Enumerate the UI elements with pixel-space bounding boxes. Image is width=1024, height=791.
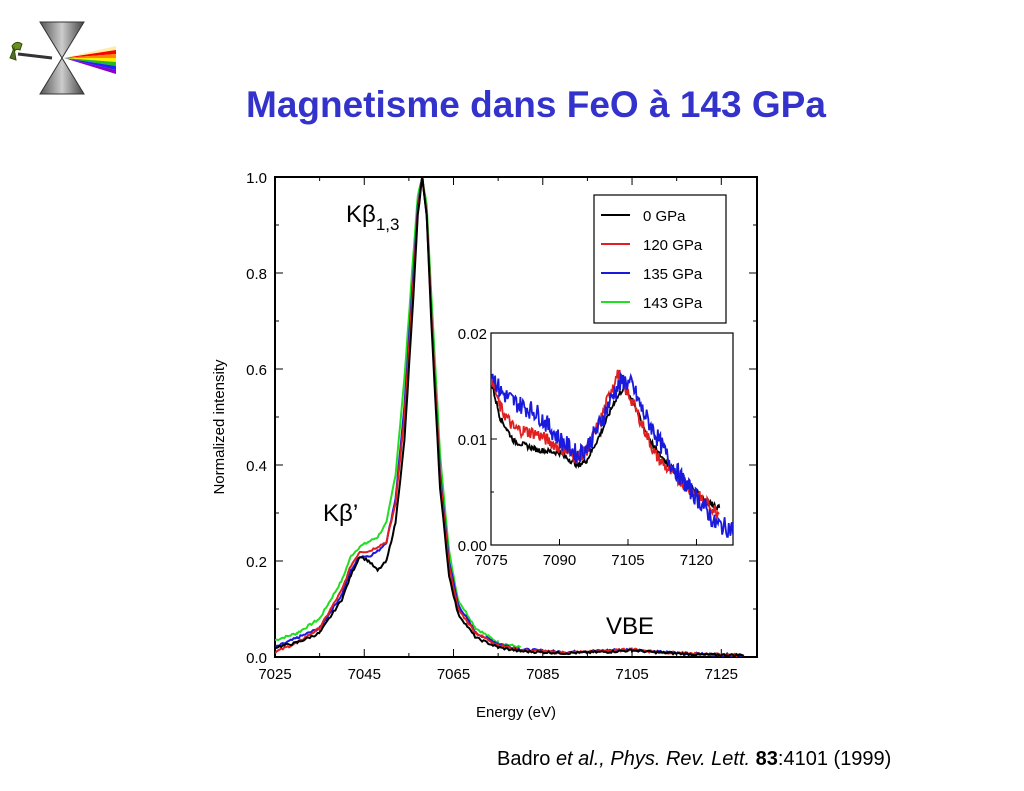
- citation-pages: :4101 (1999): [777, 748, 892, 770]
- legend: 0 GPa 120 GPa 135 GPa 143 GPa: [593, 194, 727, 324]
- x-tick-label: 7065: [437, 666, 470, 683]
- citation-volume: 83: [755, 748, 778, 770]
- citation-author: Badro: [497, 748, 551, 770]
- annotations: Kβ1,3 Kβ’ VBE: [323, 201, 654, 640]
- inset-plot-area: 0.00 0.01 0.02 7075 7090 7105 7120: [458, 326, 734, 569]
- citation: Badro et al., Phys. Rev. Lett. 83:4101 (…: [497, 748, 891, 771]
- y-tick-label: 0.2: [246, 554, 267, 571]
- legend-label: 143 GPa: [643, 295, 703, 312]
- x-tick-label: 7025: [258, 666, 291, 683]
- x-axis-label: Energy (eV): [476, 704, 556, 721]
- kbeta-prime-annotation: Kβ’: [323, 500, 358, 527]
- legend-label: 120 GPa: [643, 237, 703, 254]
- inset-y-tick-label: 0.01: [458, 432, 487, 449]
- inset-x-tick-label: 7120: [680, 552, 713, 569]
- x-tick-label: 7085: [526, 666, 559, 683]
- y-tick-label: 0.8: [246, 266, 267, 283]
- legend-label: 0 GPa: [643, 208, 686, 225]
- inset-x-tick-label: 7105: [611, 552, 644, 569]
- inset-x-tick-label: 7090: [543, 552, 576, 569]
- kbeta13-annotation: Kβ1,3: [346, 201, 399, 234]
- series-line-143-gpa: [275, 176, 522, 649]
- x-tick-label: 7125: [705, 666, 738, 683]
- inset-x-tick-label: 7075: [474, 552, 507, 569]
- x-tick-label: 7045: [348, 666, 381, 683]
- main-plot-area: 0.0 0.2 0.4 0.6 0.8 1.0 7025 7045 7065 7085 7105 71…: [211, 170, 758, 721]
- diamond-anvil-cell-icon: [9, 21, 116, 95]
- y-tick-label: 0.4: [246, 458, 267, 475]
- slide-title: Magnetisme dans FeO à 143 GPa: [246, 84, 826, 125]
- inset-series-line-135-gpa: [491, 371, 733, 538]
- legend-label: 135 GPa: [643, 266, 703, 283]
- y-tick-label: 1.0: [246, 170, 267, 187]
- citation-journal: et al., Phys. Rev. Lett.: [555, 748, 751, 770]
- y-axis-label: Normalized intensity: [211, 359, 228, 495]
- inset-series-group: [491, 369, 733, 538]
- inset-frame: [490, 332, 734, 546]
- y-tick-label: 0.0: [246, 650, 267, 667]
- inset-y-tick-label: 0.02: [458, 326, 487, 343]
- x-tick-label: 7105: [615, 666, 648, 683]
- inset-y-tick-label: 0.00: [458, 538, 487, 555]
- y-tick-label: 0.6: [246, 362, 267, 379]
- main-series-group: [275, 176, 745, 657]
- series-line-0-gpa: [275, 176, 745, 657]
- vbe-annotation: VBE: [606, 613, 654, 640]
